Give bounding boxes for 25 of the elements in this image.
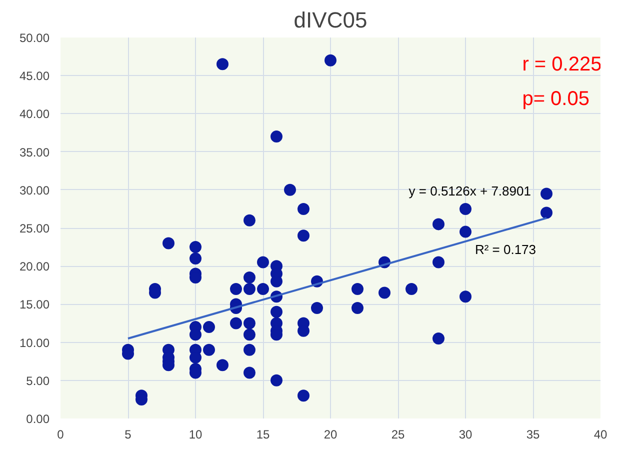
y-tick-label: 25.00 — [19, 222, 50, 236]
annotation: r = 0.225 — [522, 54, 602, 76]
y-tick-label: 35.00 — [19, 145, 50, 160]
x-tick-label: 30 — [458, 428, 472, 442]
y-tick-label: 10.00 — [19, 336, 50, 350]
x-tick-label: 35 — [526, 428, 540, 442]
annotation: R² = 0.173 — [474, 242, 536, 257]
y-tick-label: 20.00 — [19, 260, 50, 274]
x-tick-label: 0 — [57, 428, 64, 442]
x-tick-label: 10 — [188, 428, 202, 442]
y-tick-label: 40.00 — [19, 107, 50, 122]
y-tick-label: 0.00 — [26, 412, 50, 426]
x-tick-label: 15 — [256, 428, 270, 442]
x-tick-label: 5 — [124, 428, 132, 442]
chart-title: dIVC05 — [294, 8, 368, 32]
y-tick-label: 5.00 — [26, 374, 50, 388]
x-tick-label: 25 — [391, 428, 405, 442]
y-tick-label: 45.00 — [19, 69, 50, 84]
x-tick-label: 20 — [324, 428, 338, 442]
y-tick-label: 15.00 — [19, 298, 50, 312]
y-tick-label: 50.00 — [19, 31, 50, 45]
x-tick-label: 40 — [594, 428, 608, 442]
annotation: y = 0.5126x + 7.8901 — [408, 183, 531, 198]
y-tick-label: 30.00 — [19, 183, 50, 198]
annotation: p= 0.05 — [522, 88, 590, 110]
